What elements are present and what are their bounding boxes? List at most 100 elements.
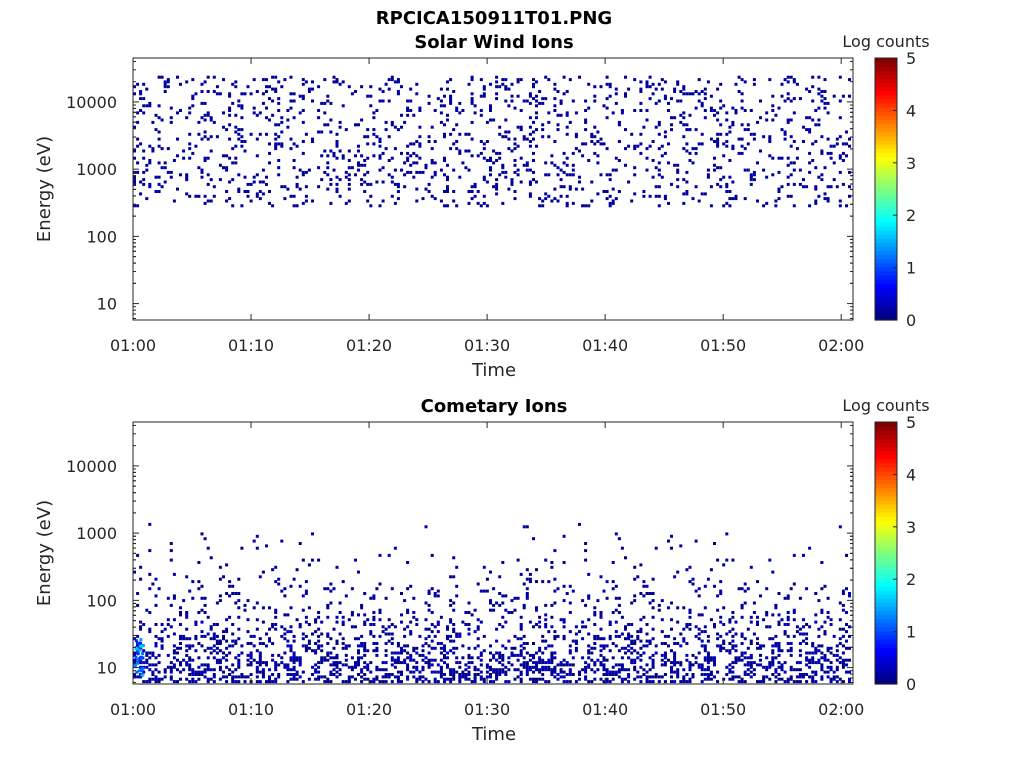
spectrogram-cell bbox=[783, 632, 787, 636]
spectrogram-cell bbox=[298, 625, 302, 629]
spectrogram-cell bbox=[535, 99, 538, 103]
colorbar-segment bbox=[875, 659, 897, 665]
spectrogram-cell bbox=[409, 658, 413, 662]
colorbar-segment bbox=[875, 189, 897, 194]
spectrogram-cell bbox=[740, 658, 744, 662]
spectrogram-cell bbox=[203, 675, 207, 679]
spectrogram-cell bbox=[611, 201, 615, 205]
spectrogram-cell bbox=[209, 178, 213, 182]
spectrogram-cell bbox=[838, 677, 842, 681]
spectrogram-cell bbox=[620, 668, 624, 672]
spectrogram-cell bbox=[544, 618, 548, 622]
spectrogram-cell bbox=[295, 204, 299, 208]
spectrogram-cell bbox=[528, 182, 532, 186]
x-tick-label: 01:40 bbox=[582, 700, 628, 719]
spectrogram-cell bbox=[722, 639, 726, 643]
spectrogram-cell bbox=[145, 653, 149, 657]
spectrogram-cell bbox=[805, 658, 809, 662]
spectrogram-cell bbox=[786, 618, 790, 622]
spectrogram-cell bbox=[719, 82, 723, 86]
spectrogram-cell bbox=[234, 639, 238, 643]
spectrogram-cell bbox=[400, 85, 403, 89]
spectrogram-cell bbox=[516, 637, 520, 641]
colorbar-segment bbox=[875, 184, 897, 190]
spectrogram-cell bbox=[222, 575, 225, 579]
spectrogram-cell bbox=[602, 658, 606, 662]
spectrogram-cell bbox=[289, 677, 293, 681]
spectrogram-cell bbox=[700, 90, 704, 93]
spectrogram-cell bbox=[719, 644, 723, 648]
spectrogram-cell bbox=[185, 575, 189, 579]
spectrogram-cell bbox=[501, 82, 505, 86]
spectrogram-cell bbox=[587, 651, 591, 655]
spectrogram-cell bbox=[134, 639, 138, 643]
spectrogram-cell bbox=[771, 673, 775, 676]
spectrogram-cell bbox=[519, 663, 523, 667]
spectrogram-cell bbox=[838, 601, 842, 605]
spectrogram-cell bbox=[222, 78, 225, 82]
spectrogram-cell bbox=[172, 656, 176, 660]
spectrogram-cell bbox=[565, 113, 569, 117]
spectrogram-cell bbox=[605, 173, 609, 177]
spectrogram-cell bbox=[670, 618, 673, 622]
spectrogram-cell bbox=[225, 168, 229, 172]
spectrogram-cell bbox=[467, 661, 471, 665]
spectrogram-cell bbox=[611, 111, 615, 115]
spectrogram-cell bbox=[587, 618, 591, 622]
spectrogram-cell bbox=[188, 663, 192, 667]
spectrogram-cell bbox=[307, 563, 311, 567]
spectrogram-cell bbox=[134, 655, 138, 659]
spectrogram-cell bbox=[197, 166, 201, 170]
spectrogram-cell bbox=[314, 620, 318, 624]
spectrogram-cell bbox=[169, 603, 173, 607]
spectrogram-cell bbox=[439, 651, 443, 655]
spectrogram-cell bbox=[231, 644, 235, 648]
spectrogram-cell bbox=[823, 106, 827, 110]
spectrogram-cell bbox=[528, 192, 532, 196]
spectrogram-cell bbox=[151, 653, 155, 657]
spectrogram-cell bbox=[832, 670, 836, 674]
spectrogram-cell bbox=[301, 170, 305, 174]
colorbar-segment bbox=[875, 544, 897, 550]
spectrogram-cell bbox=[633, 594, 637, 598]
spectrogram-cell bbox=[516, 668, 520, 672]
spectrogram-cell bbox=[823, 656, 827, 660]
spectrogram-cell bbox=[522, 646, 526, 650]
spectrogram-cell bbox=[461, 673, 465, 676]
spectrogram-cell bbox=[590, 140, 594, 143]
spectrogram-cell bbox=[504, 646, 508, 650]
spectrogram-cell bbox=[203, 130, 207, 134]
spectrogram-cell bbox=[532, 159, 535, 162]
spectrogram-cell bbox=[197, 587, 201, 591]
spectrogram-cell bbox=[562, 75, 566, 79]
spectrogram-cell bbox=[728, 620, 732, 624]
spectrogram-cell bbox=[522, 606, 526, 610]
spectrogram-cell bbox=[360, 606, 364, 610]
colorbar-frame bbox=[874, 421, 898, 685]
spectrogram-cell bbox=[535, 111, 538, 115]
spectrogram-cell bbox=[301, 608, 305, 612]
spectrogram-cell bbox=[218, 661, 222, 665]
colorbar-segment bbox=[875, 589, 897, 595]
spectrogram-cell bbox=[565, 592, 569, 595]
spectrogram-cell bbox=[357, 123, 360, 127]
colorbar-segment bbox=[875, 581, 897, 587]
spectrogram-cell bbox=[194, 92, 198, 96]
spectrogram-cell bbox=[381, 680, 385, 684]
colorbar-segment bbox=[875, 103, 897, 108]
spectrogram-cell bbox=[716, 644, 720, 648]
spectrogram-cell bbox=[783, 630, 787, 634]
spectrogram-cell bbox=[157, 677, 161, 681]
spectrogram-cell bbox=[439, 99, 443, 103]
spectrogram-cell bbox=[731, 147, 735, 151]
colorbar-segment bbox=[875, 475, 897, 480]
spectrogram-cell bbox=[482, 680, 486, 684]
spectrogram-cell bbox=[768, 140, 772, 143]
spectrogram-cell bbox=[326, 680, 330, 684]
spectrogram-cell bbox=[295, 568, 299, 572]
spectrogram-cell bbox=[593, 85, 597, 89]
spectrogram-cell bbox=[292, 634, 296, 638]
spectrogram-cell bbox=[709, 137, 713, 141]
spectrogram-cell bbox=[584, 665, 588, 669]
spectrogram-cell bbox=[550, 668, 554, 672]
